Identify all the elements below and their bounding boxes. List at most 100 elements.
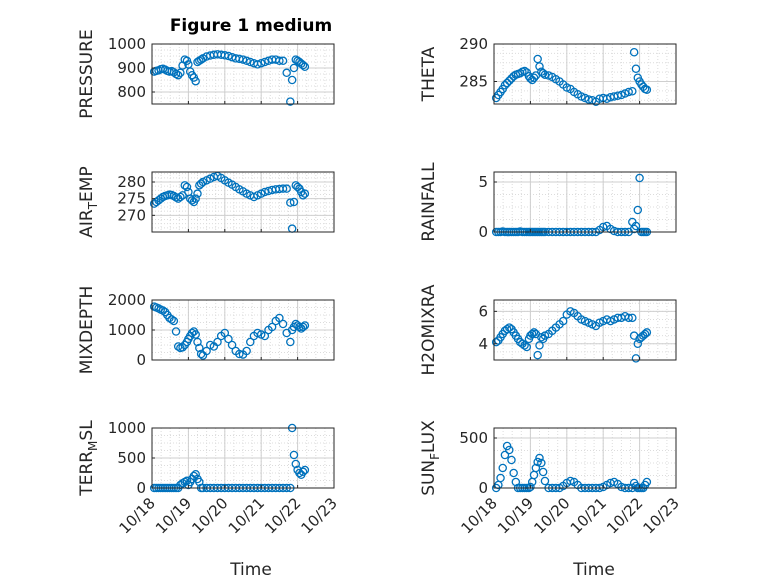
data-point xyxy=(167,315,176,324)
data-point xyxy=(176,192,185,202)
data-point xyxy=(158,306,168,315)
data-point xyxy=(278,184,288,193)
data-point xyxy=(635,173,644,183)
data-point xyxy=(624,87,633,97)
data-point xyxy=(238,55,248,64)
y-axis-label: AIRTEMP xyxy=(77,166,100,237)
data-point xyxy=(246,57,255,67)
data-point xyxy=(527,329,537,339)
data-point xyxy=(540,70,550,80)
data-point xyxy=(584,95,593,104)
data-point xyxy=(191,194,200,203)
data-point xyxy=(253,60,262,69)
y-tick-label: 0 xyxy=(136,351,146,369)
data-point xyxy=(298,467,308,477)
axes-box xyxy=(493,171,677,233)
x-axis-label-right: Time xyxy=(572,560,615,580)
data-point xyxy=(289,450,299,460)
y-tick-label: 0 xyxy=(478,223,488,241)
data-point xyxy=(531,463,541,473)
data-point xyxy=(260,331,270,341)
figure-title: Figure 1 medium xyxy=(170,16,332,36)
y-axis-label: RAINFALL xyxy=(419,162,439,242)
axes-box xyxy=(493,427,677,489)
data-point xyxy=(242,346,251,356)
data-point xyxy=(500,450,510,460)
axes-box xyxy=(151,171,335,233)
data-point xyxy=(300,62,310,72)
y-tick-label: 1000 xyxy=(108,321,146,339)
y-tick-label: 500 xyxy=(459,429,488,447)
data-point xyxy=(540,476,550,486)
data-point xyxy=(256,58,266,68)
data-point xyxy=(640,329,650,339)
y-tick-label: 270 xyxy=(117,206,146,224)
data-point xyxy=(535,62,544,71)
data-point xyxy=(227,340,237,350)
data-point xyxy=(613,91,623,101)
data-point xyxy=(631,221,641,231)
data-point xyxy=(180,181,190,190)
y-tick-label: 285 xyxy=(459,73,488,91)
data-point xyxy=(628,87,637,96)
data-point xyxy=(298,191,308,200)
subplot-mixdepth: 0 1000 2000 MIXDEPTH xyxy=(77,286,335,375)
data-point xyxy=(169,316,179,326)
data-point xyxy=(187,70,197,80)
data-point xyxy=(298,322,308,332)
y-axis-label: SUNFLUX xyxy=(419,420,442,496)
data-point xyxy=(242,56,251,66)
data-point xyxy=(300,189,310,198)
data-point xyxy=(642,328,652,337)
data-point xyxy=(533,54,542,64)
y-tick-label: 800 xyxy=(117,83,146,101)
y-tick-label: 2000 xyxy=(108,291,146,309)
data-point xyxy=(275,56,284,66)
data-point xyxy=(566,476,575,486)
data-point xyxy=(538,69,548,78)
y-tick-label: 1000 xyxy=(108,35,146,53)
subplot-h2omixra: 4 6 H2OMIXRA xyxy=(419,284,677,376)
data-point xyxy=(529,328,539,337)
y-axis-label: MIXDEPTH xyxy=(77,286,97,375)
data-point xyxy=(629,48,639,57)
y-axis-label: H2OMIXRA xyxy=(419,284,439,375)
data-point xyxy=(282,184,291,193)
data-point xyxy=(520,66,529,76)
data-point xyxy=(286,198,295,207)
data-point xyxy=(505,323,514,332)
data-point xyxy=(642,477,652,487)
data-point xyxy=(282,68,291,78)
data-point xyxy=(291,459,301,469)
data-point xyxy=(246,337,255,347)
data-point xyxy=(193,189,202,198)
data-point xyxy=(191,330,200,339)
axes-box xyxy=(493,299,677,361)
data-point xyxy=(624,313,633,323)
data-point xyxy=(631,64,641,74)
data-point xyxy=(182,182,192,192)
y-axis-label: THETA xyxy=(419,46,439,102)
data-point xyxy=(507,455,516,465)
data-point xyxy=(178,343,187,352)
data-point xyxy=(287,75,297,85)
data-point xyxy=(496,473,505,483)
data-point xyxy=(202,346,211,356)
data-point xyxy=(220,328,230,338)
data-point xyxy=(502,78,512,88)
subplot-rainfall: 0 5 RAINFALL xyxy=(419,162,677,242)
data-point xyxy=(193,337,202,347)
data-point xyxy=(526,482,535,492)
data-point xyxy=(156,194,165,203)
subplot-theta: 285 290 THETA xyxy=(419,35,677,107)
y-tick-label: 5 xyxy=(478,173,488,191)
data-point xyxy=(533,457,542,467)
data-point xyxy=(224,51,233,61)
data-point xyxy=(300,465,310,475)
data-point xyxy=(289,63,299,73)
data-point xyxy=(505,445,514,455)
data-point xyxy=(535,453,544,463)
data-point xyxy=(633,205,643,215)
